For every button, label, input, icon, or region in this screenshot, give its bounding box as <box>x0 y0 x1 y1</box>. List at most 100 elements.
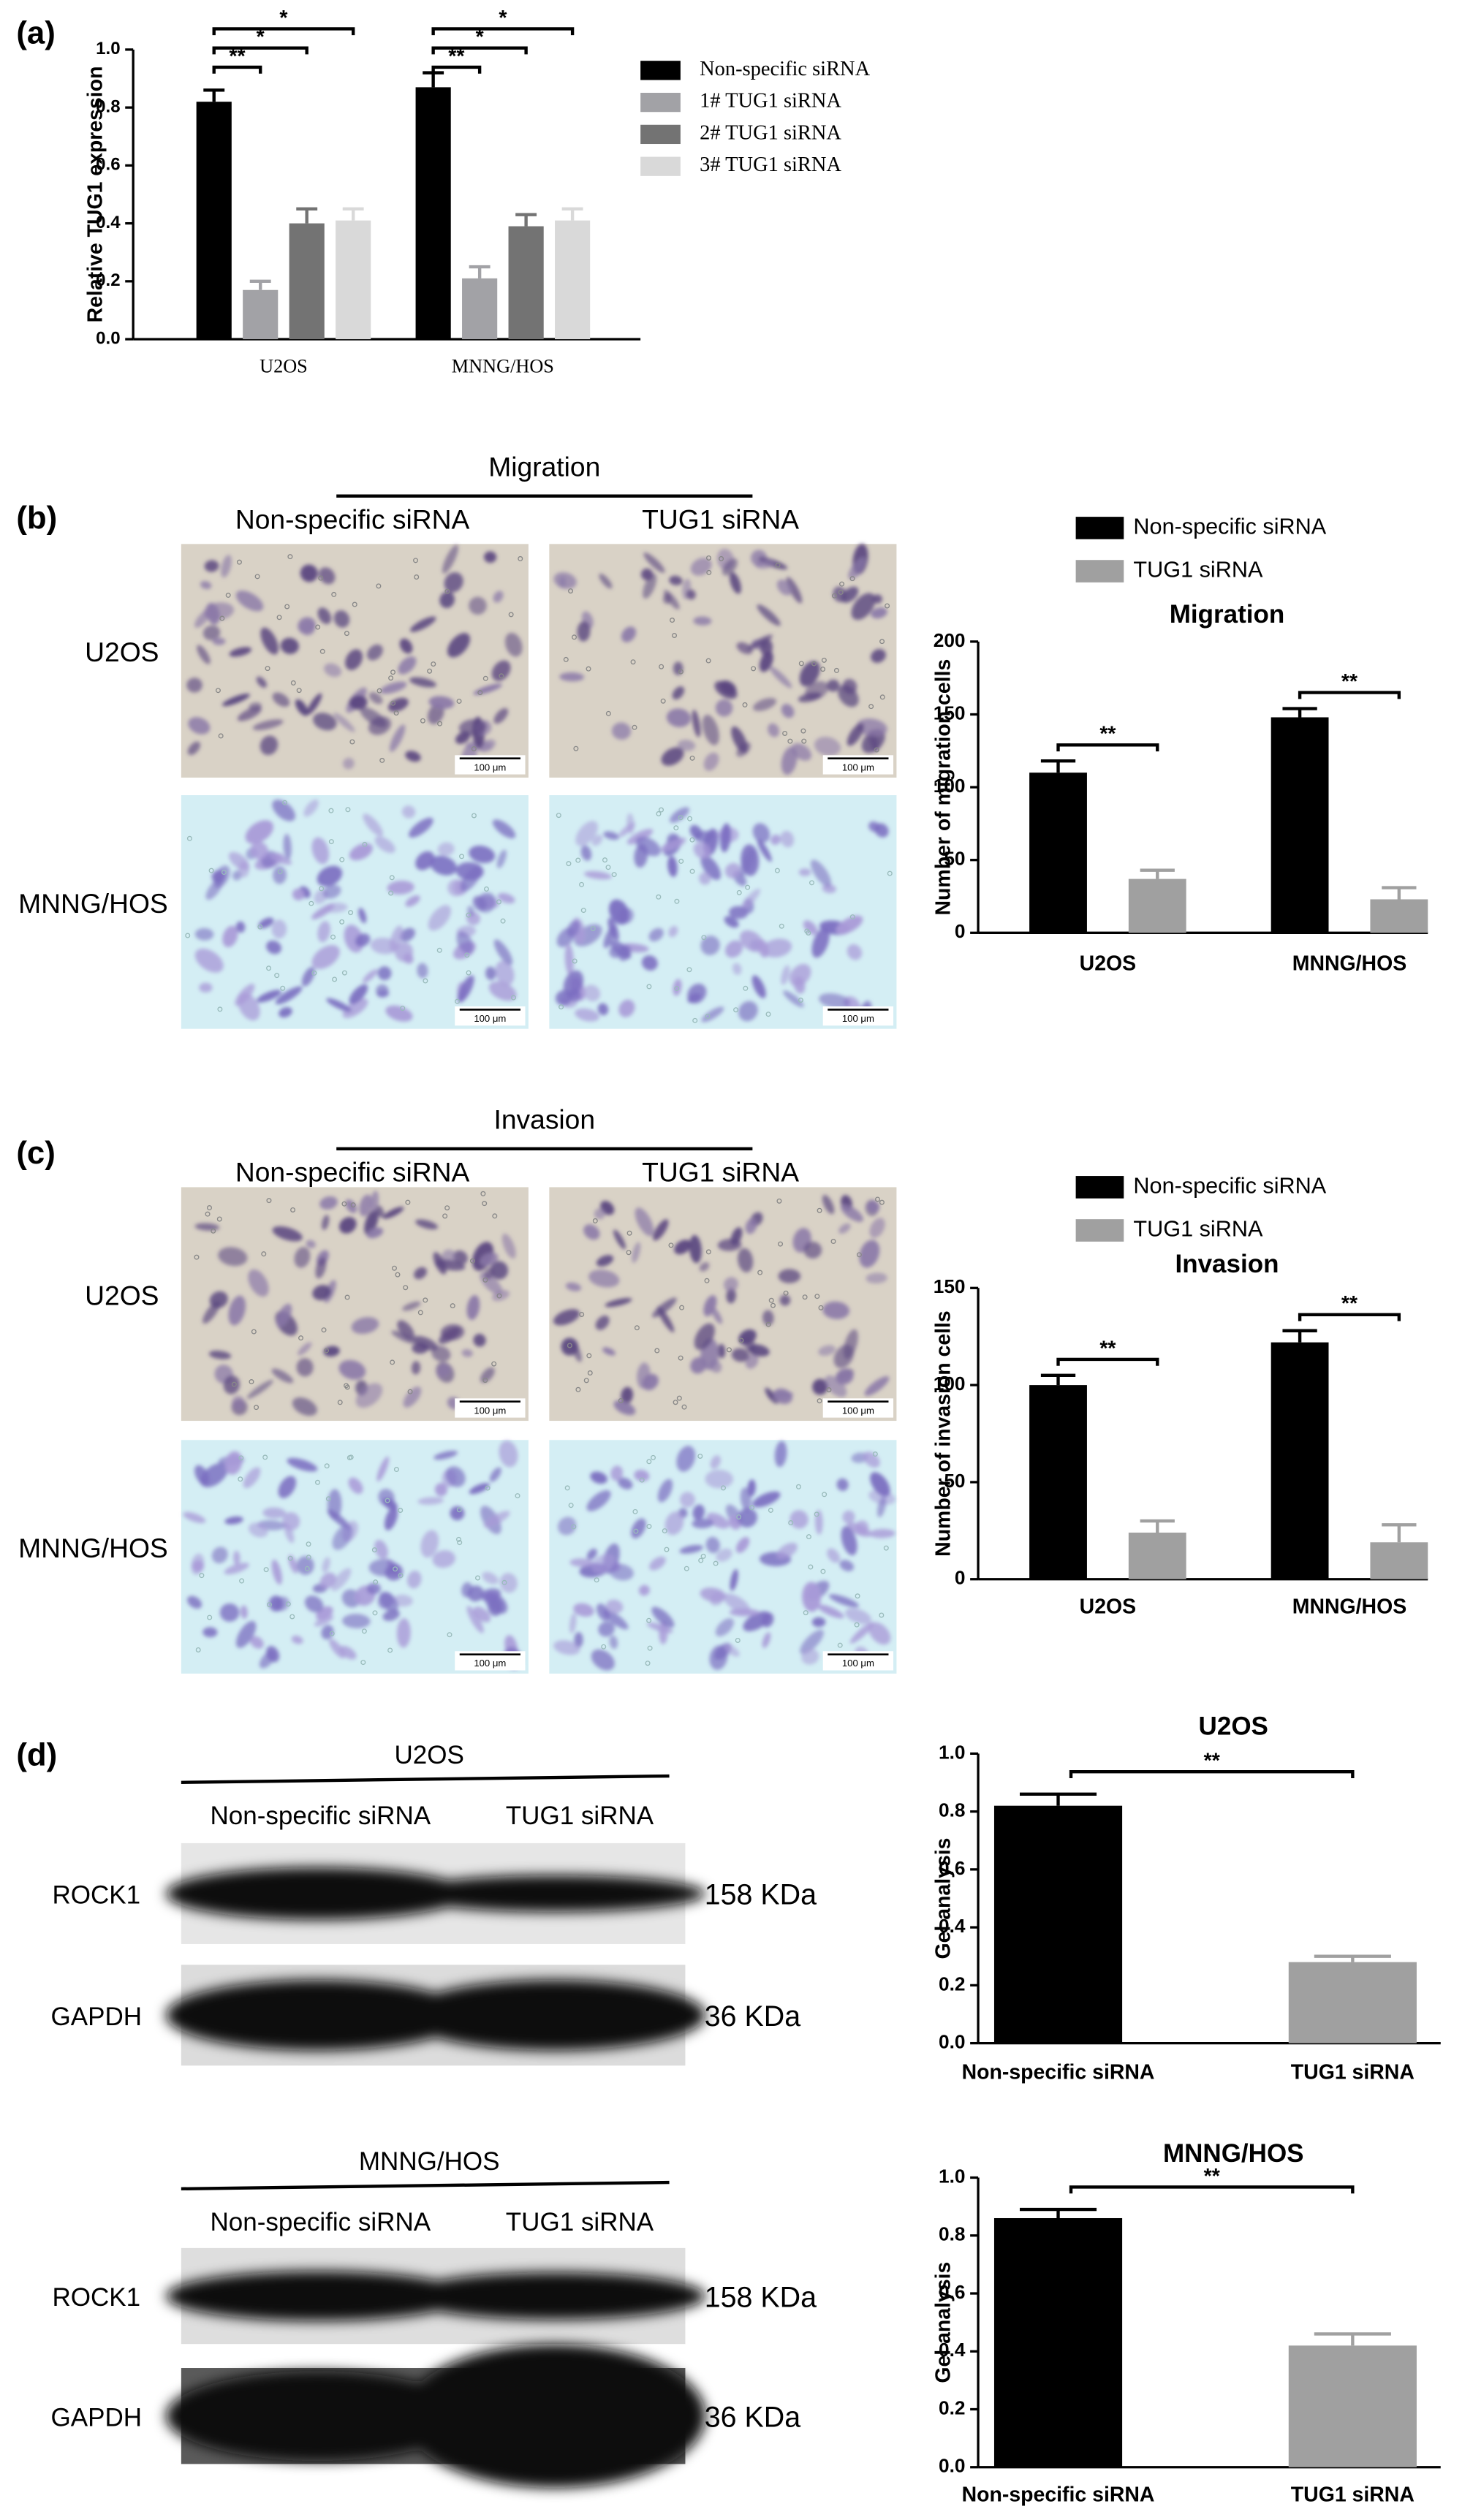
cell <box>322 1215 330 1230</box>
pore <box>457 1540 463 1546</box>
pore <box>821 657 827 663</box>
cell <box>800 1629 824 1655</box>
cell <box>359 1194 373 1217</box>
cell <box>212 637 226 645</box>
significance-label: * <box>279 7 288 30</box>
cell <box>268 853 292 865</box>
y-tick-label: 0.4 <box>96 213 121 232</box>
cell <box>385 1005 413 1022</box>
bar <box>1370 899 1428 933</box>
pore <box>480 1191 486 1196</box>
cell <box>312 1285 331 1300</box>
cell <box>358 908 367 924</box>
pore <box>689 868 695 874</box>
cell <box>643 573 657 599</box>
cell <box>694 830 715 843</box>
pore <box>662 1528 667 1534</box>
cell <box>803 1241 822 1259</box>
cells <box>553 1441 895 1671</box>
pore <box>444 1205 450 1211</box>
y-tick-label: 0.8 <box>939 2223 966 2245</box>
cell <box>603 831 619 840</box>
significance-label: * <box>476 26 485 49</box>
pore <box>390 700 396 706</box>
error-bar <box>561 207 583 221</box>
row-label: U2OS <box>85 637 159 667</box>
bar <box>1271 1342 1329 1579</box>
bracket-line <box>431 27 575 36</box>
heading-rule <box>181 2180 670 2191</box>
pore <box>580 908 586 914</box>
significance-bracket: ** <box>1069 2165 1355 2194</box>
pore <box>400 1006 406 1012</box>
cell <box>706 1512 730 1529</box>
cell <box>469 846 496 863</box>
cell <box>847 944 863 960</box>
cell <box>204 560 219 572</box>
pore <box>645 1661 651 1666</box>
cell <box>700 855 722 880</box>
significance-bracket: ** <box>212 45 262 74</box>
pore <box>345 807 351 813</box>
pore <box>733 1007 739 1013</box>
micrograph: 100 μm <box>549 1187 897 1422</box>
cell <box>588 1270 620 1288</box>
band-right <box>403 2272 706 2320</box>
pore <box>676 1395 682 1401</box>
cell <box>364 1209 379 1235</box>
bracket-line <box>212 65 262 74</box>
pore <box>290 1207 296 1212</box>
error-bar <box>1140 1519 1175 1533</box>
cell <box>351 1317 379 1335</box>
pore <box>314 1479 320 1485</box>
pore <box>651 1454 656 1460</box>
cell <box>384 1506 398 1530</box>
bar <box>1029 1385 1087 1579</box>
cell <box>366 1582 381 1595</box>
error-bar <box>1382 1523 1417 1543</box>
pore <box>656 894 662 900</box>
pore <box>874 747 879 753</box>
pore <box>388 890 394 896</box>
cell <box>333 610 350 628</box>
pore <box>633 1528 639 1534</box>
assay-heading: Invasion <box>494 1104 596 1134</box>
cell <box>490 1261 509 1280</box>
pore <box>632 724 637 730</box>
pore <box>249 1379 254 1385</box>
cell <box>257 990 281 1003</box>
cell <box>553 1640 580 1655</box>
pore <box>573 745 579 751</box>
cell <box>339 1645 357 1660</box>
pore <box>674 898 680 904</box>
cell <box>237 706 262 721</box>
protein-label: ROCK1 <box>52 2283 140 2312</box>
x-tick-label: MNNG/HOS <box>1292 952 1406 976</box>
cell <box>396 1618 411 1648</box>
cell <box>736 742 751 757</box>
pore <box>263 1567 269 1573</box>
bar <box>1029 773 1087 933</box>
pore <box>466 912 472 918</box>
pore <box>423 1297 428 1303</box>
cell <box>841 1526 857 1556</box>
cell <box>282 1512 300 1530</box>
cell <box>248 1522 268 1538</box>
cell <box>296 1358 314 1377</box>
cell <box>870 1472 890 1497</box>
pore <box>770 1302 776 1308</box>
cell <box>434 1483 447 1497</box>
y-tick-label: 0.6 <box>96 155 120 175</box>
cell <box>374 1539 388 1560</box>
cell <box>765 1387 779 1404</box>
cell <box>818 1345 836 1356</box>
band <box>166 2344 706 2489</box>
cells <box>183 1440 523 1670</box>
cell <box>757 839 772 862</box>
pore <box>254 574 260 580</box>
cell <box>292 888 305 900</box>
pore <box>376 583 382 589</box>
cell <box>651 1606 675 1628</box>
cell <box>473 683 502 695</box>
pore <box>308 900 314 906</box>
